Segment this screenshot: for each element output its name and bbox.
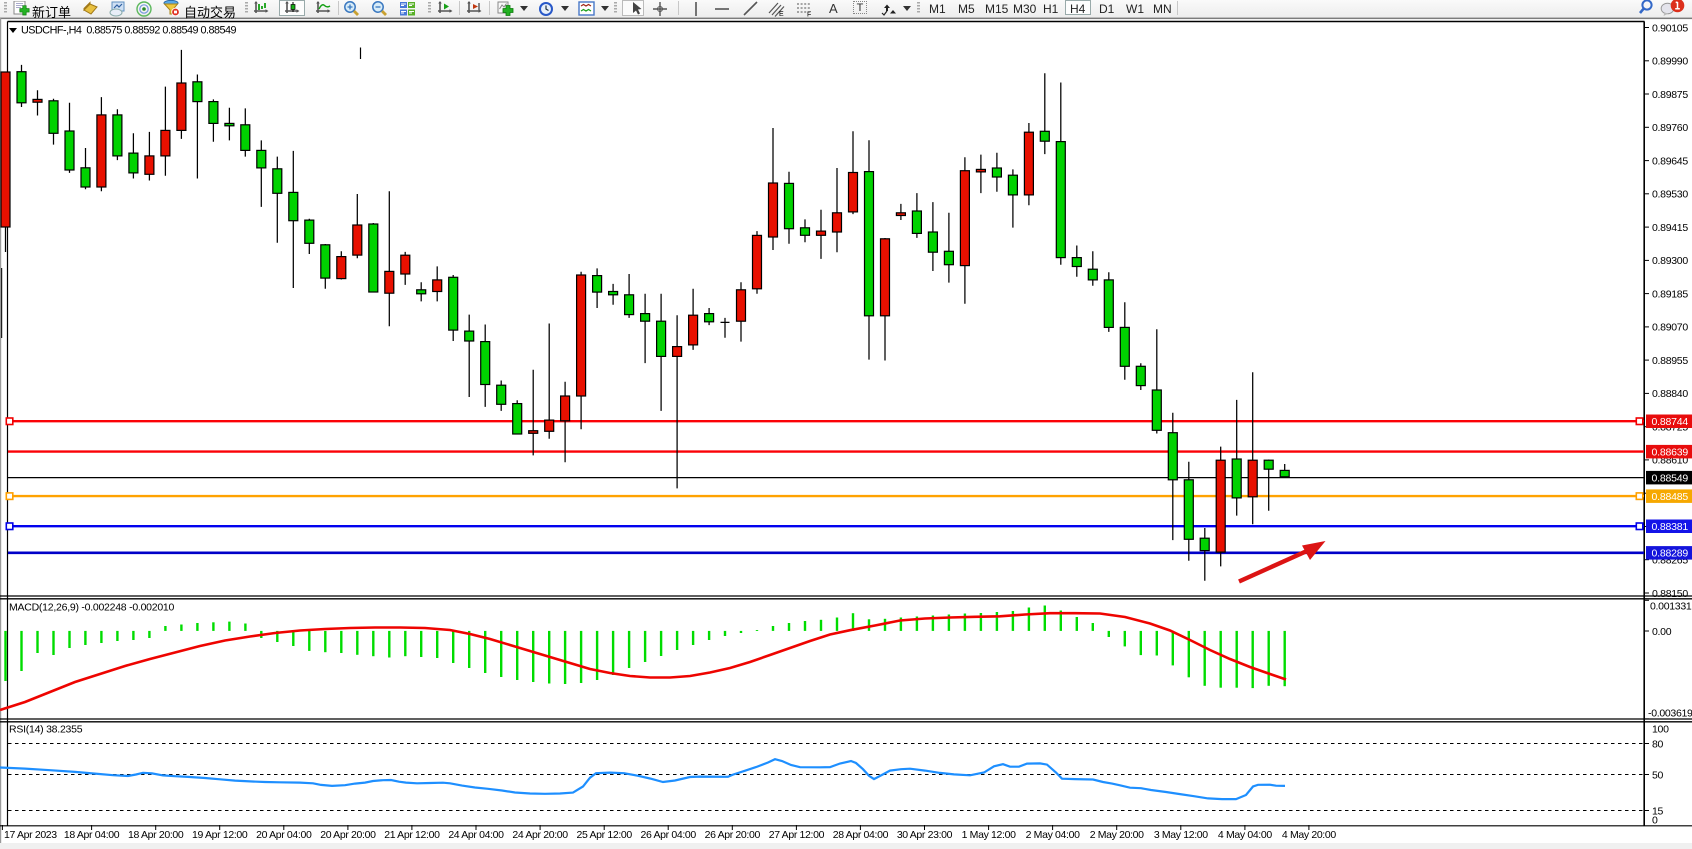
svg-text:2 May 20:00: 2 May 20:00 [1090,829,1144,841]
svg-text:0.00: 0.00 [1652,626,1672,638]
svg-text:-0.003619: -0.003619 [1648,708,1692,720]
svg-text:100: 100 [1652,724,1669,736]
svg-text:0.88289: 0.88289 [1652,548,1689,560]
svg-text:18 Apr 20:00: 18 Apr 20:00 [128,829,184,841]
svg-text:26 Apr 20:00: 26 Apr 20:00 [705,829,761,841]
svg-text:26 Apr 04:00: 26 Apr 04:00 [641,829,697,841]
svg-text:4 May 20:00: 4 May 20:00 [1282,829,1336,841]
svg-text:0.88639: 0.88639 [1652,446,1689,458]
svg-text:0.001331: 0.001331 [1650,601,1692,613]
svg-text:4 May 04:00: 4 May 04:00 [1218,829,1272,841]
svg-text:17 Apr 2023: 17 Apr 2023 [4,829,57,841]
svg-text:20 Apr 04:00: 20 Apr 04:00 [256,829,312,841]
svg-text:0.88485: 0.88485 [1652,491,1689,503]
svg-text:0.89530: 0.89530 [1652,189,1688,201]
svg-text:1 May 12:00: 1 May 12:00 [962,829,1016,841]
svg-text:24 Apr 20:00: 24 Apr 20:00 [512,829,568,841]
svg-text:25 Apr 12:00: 25 Apr 12:00 [577,829,633,841]
svg-text:0.89300: 0.89300 [1652,255,1688,267]
svg-text:USDCHF-,H4 0.88575 0.88592 0.: USDCHF-,H4 0.88575 0.88592 0.88549 0.885… [21,25,236,37]
svg-text:0.89415: 0.89415 [1652,222,1688,234]
svg-text:80: 80 [1652,738,1664,750]
svg-text:RSI(14) 38.2355: RSI(14) 38.2355 [9,724,83,736]
svg-text:0.88955: 0.88955 [1652,355,1688,367]
svg-text:2 May 04:00: 2 May 04:00 [1026,829,1080,841]
svg-text:F: F [807,12,811,18]
svg-text:50: 50 [1652,769,1664,781]
svg-text:19 Apr 12:00: 19 Apr 12:00 [192,829,248,841]
svg-text:0.89760: 0.89760 [1652,122,1688,134]
svg-text:20 Apr 20:00: 20 Apr 20:00 [320,829,376,841]
svg-text:0.89645: 0.89645 [1652,155,1688,167]
svg-text:28 Apr 04:00: 28 Apr 04:00 [833,829,889,841]
svg-text:0.88744: 0.88744 [1652,416,1689,428]
svg-text:15: 15 [1652,805,1664,817]
svg-text:0.88840: 0.88840 [1652,388,1688,400]
svg-text:E: E [779,11,784,17]
svg-text:21 Apr 12:00: 21 Apr 12:00 [384,829,440,841]
svg-text:24 Apr 04:00: 24 Apr 04:00 [448,829,504,841]
svg-text:3 May 12:00: 3 May 12:00 [1154,829,1208,841]
svg-text:18 Apr 04:00: 18 Apr 04:00 [64,829,120,841]
svg-text:0.89185: 0.89185 [1652,288,1688,300]
svg-text:0.89070: 0.89070 [1652,322,1688,334]
svg-text:0.88549: 0.88549 [1652,472,1689,484]
svg-text:0.88381: 0.88381 [1652,521,1689,533]
svg-text:0.89875: 0.89875 [1652,89,1688,101]
svg-text:0.89990: 0.89990 [1652,56,1688,68]
svg-text:MACD(12,26,9) -0.002248 -0.002: MACD(12,26,9) -0.002248 -0.002010 [9,602,175,614]
svg-text:0.88150: 0.88150 [1652,588,1688,600]
svg-text:30 Apr 23:00: 30 Apr 23:00 [897,829,953,841]
svg-text:0.90105: 0.90105 [1652,22,1688,34]
svg-text:0: 0 [1652,815,1658,827]
svg-text:27 Apr 12:00: 27 Apr 12:00 [769,829,825,841]
